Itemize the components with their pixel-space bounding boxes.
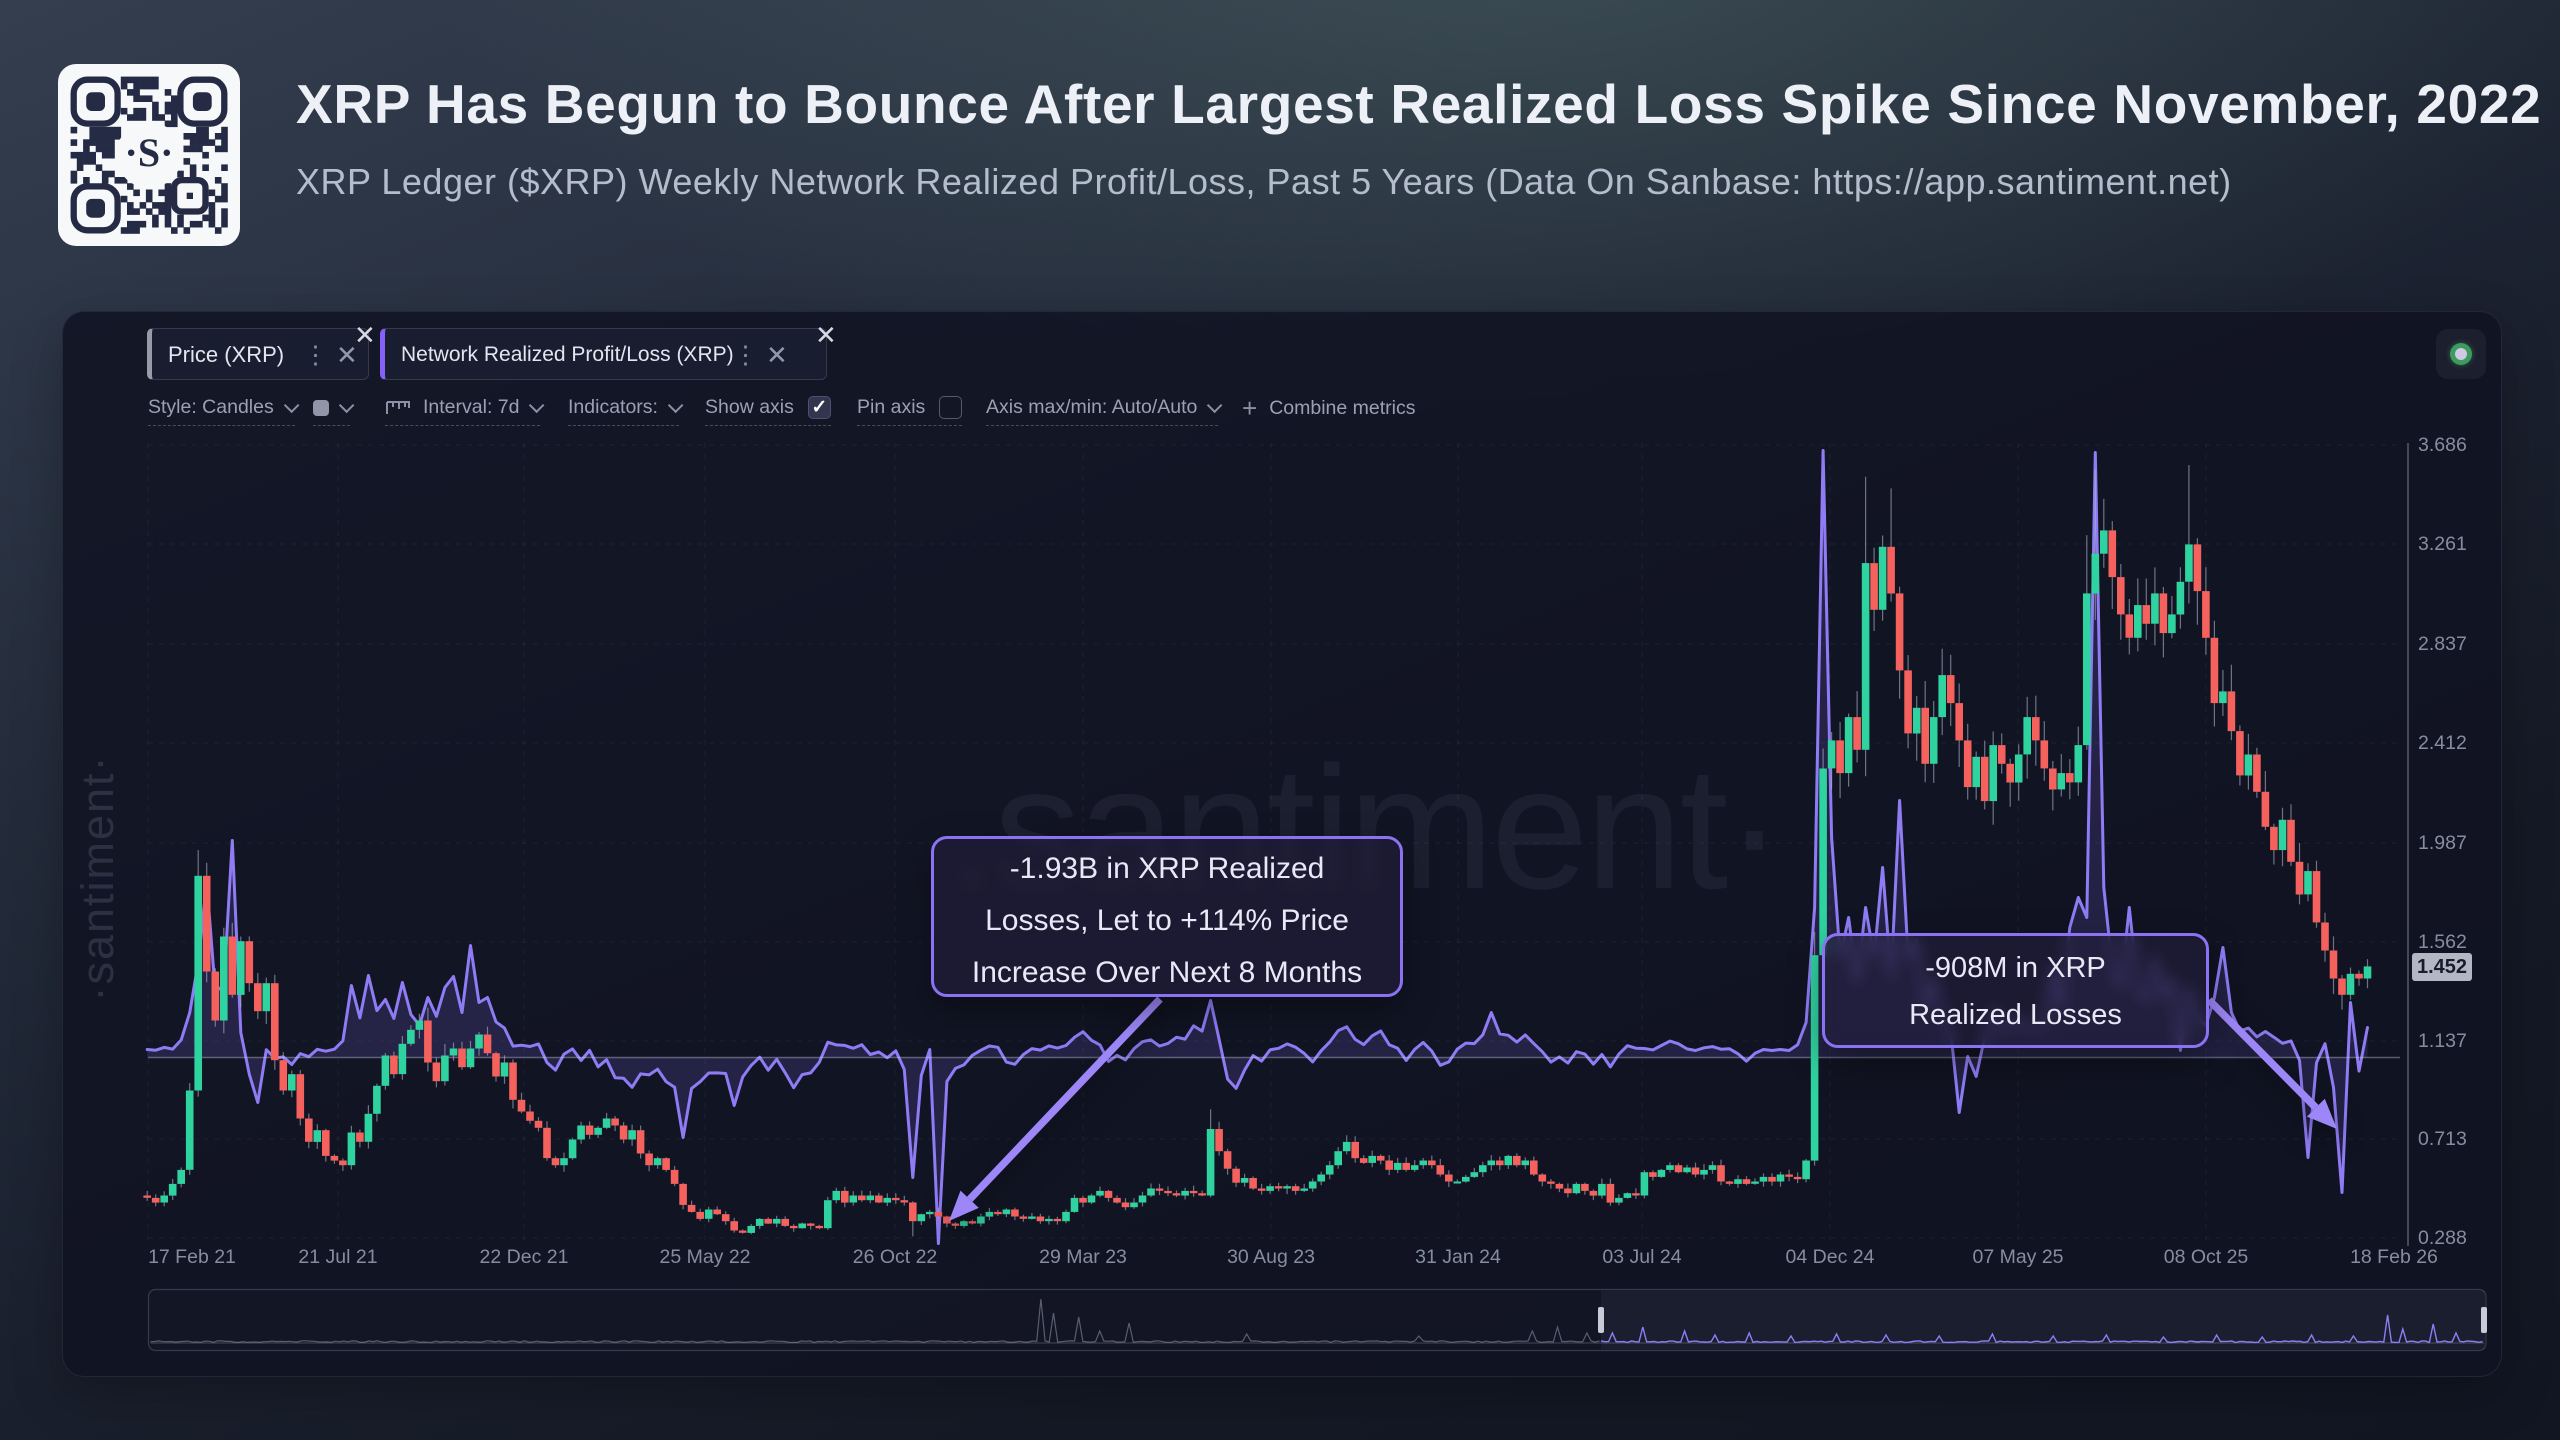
- svg-text:25 May 22: 25 May 22: [659, 1246, 750, 1268]
- svg-text:04 Dec 24: 04 Dec 24: [1786, 1246, 1875, 1268]
- svg-text:22 Dec 21: 22 Dec 21: [480, 1246, 569, 1268]
- svg-text:1.137: 1.137: [2418, 1030, 2467, 1052]
- svg-text:31 Jan 24: 31 Jan 24: [1415, 1246, 1501, 1268]
- svg-text:2.412: 2.412: [2418, 732, 2467, 754]
- svg-text:03 Jul 24: 03 Jul 24: [1602, 1246, 1681, 1268]
- svg-text:07 May 25: 07 May 25: [1972, 1246, 2063, 1268]
- svg-text:1.987: 1.987: [2418, 832, 2467, 854]
- svg-text:18 Feb 26: 18 Feb 26: [2350, 1246, 2438, 1268]
- svg-text:29 Mar 23: 29 Mar 23: [1039, 1246, 1127, 1268]
- svg-text:21 Jul 21: 21 Jul 21: [298, 1246, 377, 1268]
- svg-text:·S·: ·S·: [125, 130, 174, 175]
- svg-text:3.686: 3.686: [2418, 434, 2467, 456]
- svg-text:17 Feb 21: 17 Feb 21: [148, 1246, 236, 1268]
- svg-text:30 Aug 23: 30 Aug 23: [1227, 1246, 1315, 1268]
- svg-text:26 Oct 22: 26 Oct 22: [853, 1246, 938, 1268]
- svg-text:1.562: 1.562: [2418, 931, 2467, 953]
- svg-text:08 Oct 25: 08 Oct 25: [2164, 1246, 2249, 1268]
- svg-text:2.837: 2.837: [2418, 633, 2467, 655]
- svg-text:3.261: 3.261: [2418, 533, 2467, 555]
- svg-text:0.288: 0.288: [2418, 1227, 2467, 1249]
- svg-text:0.713: 0.713: [2418, 1128, 2467, 1150]
